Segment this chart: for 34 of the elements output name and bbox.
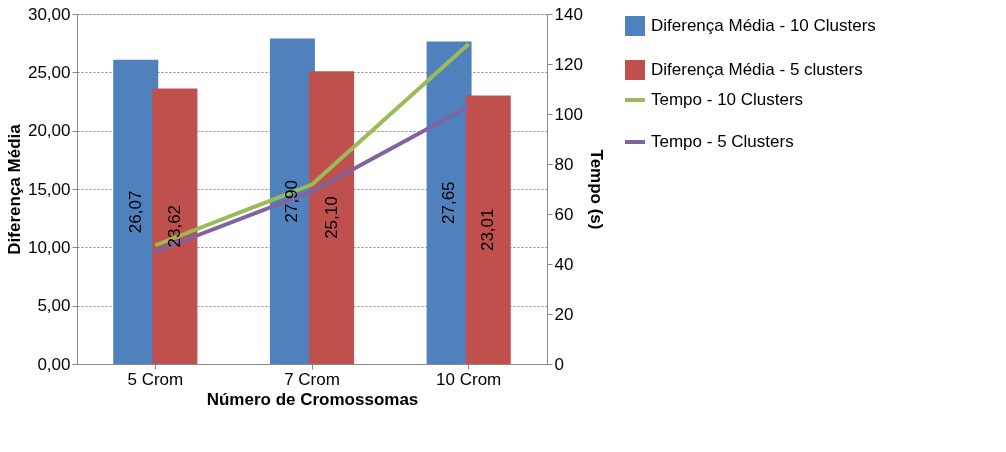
data-label: 26,07 — [125, 190, 145, 234]
legend-label: Diferença Média - 5 clusters — [651, 60, 863, 79]
x-tick-label: 7 Crom — [284, 369, 340, 389]
legend-label: Tempo - 5 Clusters — [651, 132, 794, 151]
bar — [152, 88, 198, 364]
y-tick-label: 5,00 — [37, 296, 71, 316]
data-label: 23,62 — [164, 204, 184, 248]
y-axis-title: Diferença Média — [4, 123, 24, 255]
y-tick-label: 20,00 — [27, 121, 71, 141]
x-tick-label: 10 Crom — [436, 369, 502, 389]
y2-tick-label: 60 — [554, 204, 574, 224]
y2-tick-label: 80 — [554, 154, 574, 174]
y2-tick-label: 20 — [554, 304, 574, 324]
y-tick-label: 10,00 — [27, 237, 71, 257]
y-tick-label: 25,00 — [27, 62, 71, 82]
y2-tick-label: 100 — [554, 104, 583, 124]
data-label: 27,65 — [439, 181, 459, 224]
bar — [465, 95, 511, 364]
x-axis-title: Número de Cromossomas — [206, 389, 419, 409]
legend-label: Tempo - 10 Clusters — [651, 90, 804, 109]
y2-tick-label: 40 — [554, 254, 574, 274]
y2-tick-label: 120 — [554, 54, 583, 74]
y-tick-label: 30,00 — [27, 4, 71, 24]
legend-label: Diferença Média - 10 Clusters — [651, 16, 876, 35]
y2-axis-title: Tempo (s) — [586, 149, 606, 230]
y2-tick-label: 0 — [554, 354, 564, 374]
bar — [309, 71, 355, 364]
data-label: 25,10 — [321, 196, 341, 239]
y-tick-label: 0,00 — [37, 354, 71, 374]
y-tick-label: 15,00 — [27, 179, 71, 199]
data-label: 27,90 — [282, 179, 302, 223]
y2-tick-label: 140 — [554, 4, 583, 24]
x-tick-label: 5 Crom — [127, 369, 184, 389]
data-label: 23,01 — [478, 208, 498, 252]
